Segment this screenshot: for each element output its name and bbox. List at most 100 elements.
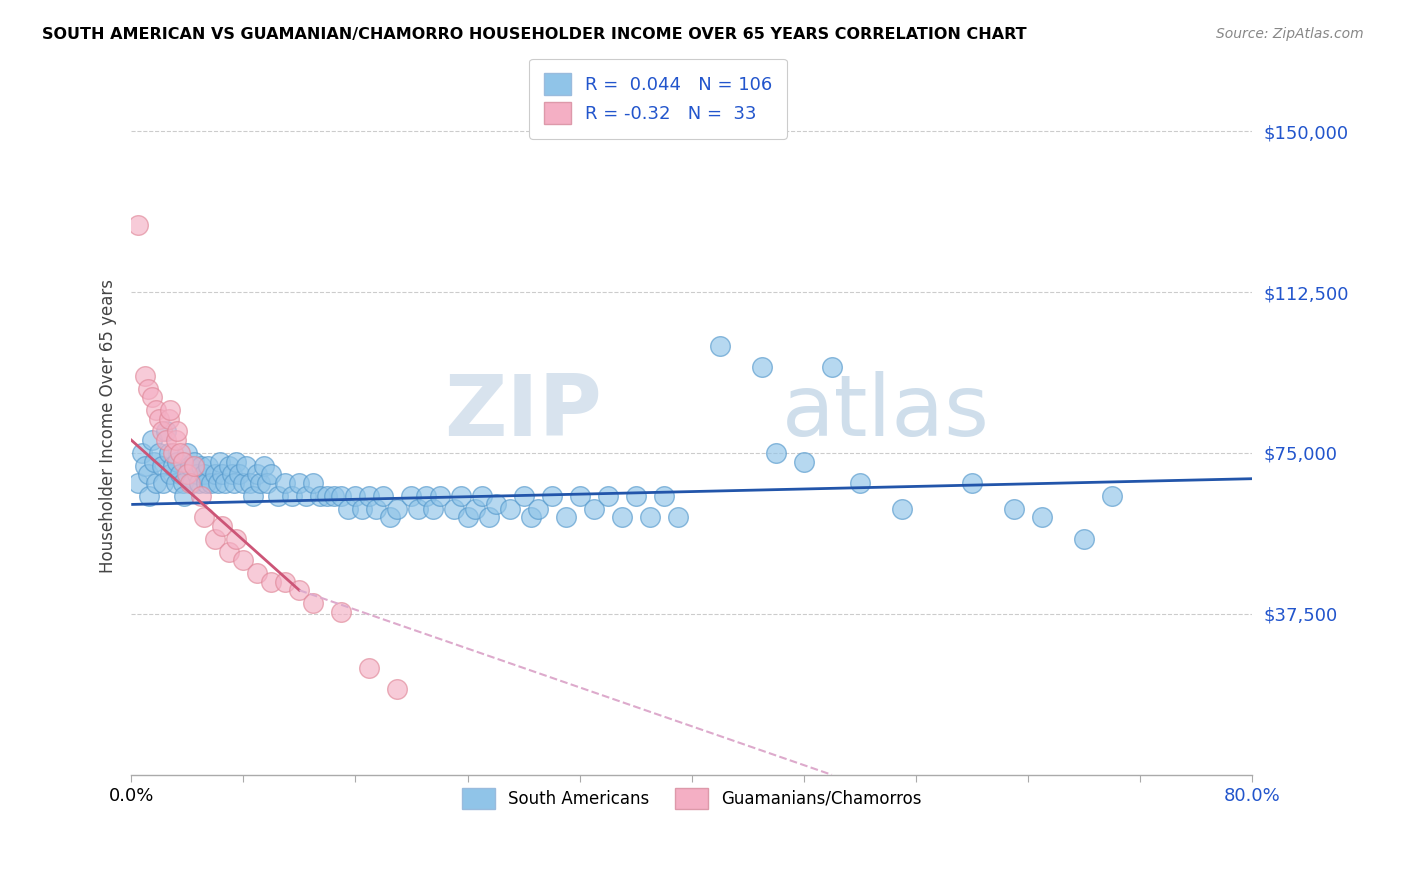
Point bbox=[380, 510, 402, 524]
Point bbox=[302, 475, 325, 490]
Point bbox=[166, 425, 188, 439]
Point bbox=[225, 532, 247, 546]
Point bbox=[232, 475, 254, 490]
Point bbox=[344, 489, 367, 503]
Point bbox=[1073, 532, 1095, 546]
Point bbox=[176, 446, 198, 460]
Text: Source: ZipAtlas.com: Source: ZipAtlas.com bbox=[1216, 27, 1364, 41]
Point bbox=[197, 458, 219, 473]
Point bbox=[582, 501, 605, 516]
Point bbox=[1031, 510, 1053, 524]
Point bbox=[709, 339, 731, 353]
Point bbox=[208, 454, 231, 468]
Point bbox=[256, 475, 278, 490]
Point bbox=[246, 566, 269, 581]
Point bbox=[751, 360, 773, 375]
Point bbox=[330, 489, 353, 503]
Point bbox=[323, 489, 346, 503]
Point bbox=[204, 467, 226, 482]
Point bbox=[498, 501, 520, 516]
Point bbox=[176, 467, 198, 482]
Point bbox=[260, 574, 283, 589]
Point bbox=[765, 446, 787, 460]
Point bbox=[610, 510, 633, 524]
Point bbox=[150, 425, 173, 439]
Point bbox=[281, 489, 304, 503]
Point bbox=[134, 368, 156, 383]
Point bbox=[239, 475, 262, 490]
Point bbox=[222, 475, 245, 490]
Point bbox=[288, 583, 311, 598]
Point bbox=[183, 458, 205, 473]
Point bbox=[193, 467, 215, 482]
Point bbox=[172, 475, 194, 490]
Point bbox=[470, 489, 492, 503]
Point bbox=[415, 489, 437, 503]
Point bbox=[155, 425, 177, 439]
Point bbox=[228, 467, 250, 482]
Point bbox=[166, 454, 188, 468]
Text: ZIP: ZIP bbox=[444, 371, 602, 454]
Point bbox=[302, 596, 325, 610]
Point bbox=[127, 475, 149, 490]
Point bbox=[477, 510, 499, 524]
Point bbox=[142, 454, 165, 468]
Point bbox=[148, 411, 170, 425]
Point bbox=[330, 605, 353, 619]
Point bbox=[218, 458, 240, 473]
Point bbox=[211, 519, 233, 533]
Point bbox=[187, 475, 209, 490]
Point bbox=[387, 681, 409, 696]
Point bbox=[526, 501, 548, 516]
Point bbox=[162, 458, 184, 473]
Point bbox=[1101, 489, 1123, 503]
Point bbox=[194, 475, 217, 490]
Point bbox=[183, 454, 205, 468]
Point bbox=[890, 501, 912, 516]
Legend: South Americans, Guamanians/Chamorros: South Americans, Guamanians/Chamorros bbox=[456, 781, 928, 815]
Point bbox=[295, 489, 318, 503]
Point bbox=[169, 446, 191, 460]
Point bbox=[169, 467, 191, 482]
Point bbox=[190, 458, 212, 473]
Point bbox=[162, 446, 184, 460]
Point bbox=[821, 360, 844, 375]
Point bbox=[159, 467, 181, 482]
Point bbox=[260, 467, 283, 482]
Point bbox=[596, 489, 619, 503]
Point bbox=[200, 475, 222, 490]
Point bbox=[211, 467, 233, 482]
Point bbox=[159, 403, 181, 417]
Point bbox=[484, 498, 506, 512]
Point bbox=[157, 446, 180, 460]
Point bbox=[519, 510, 541, 524]
Point bbox=[960, 475, 983, 490]
Point bbox=[512, 489, 534, 503]
Point bbox=[373, 489, 395, 503]
Point bbox=[152, 475, 174, 490]
Point bbox=[141, 390, 163, 404]
Point bbox=[136, 467, 159, 482]
Text: atlas: atlas bbox=[782, 371, 990, 454]
Point bbox=[218, 544, 240, 558]
Point bbox=[554, 510, 576, 524]
Point bbox=[337, 501, 360, 516]
Point bbox=[316, 489, 339, 503]
Point bbox=[408, 501, 430, 516]
Point bbox=[207, 475, 229, 490]
Point bbox=[288, 475, 311, 490]
Text: SOUTH AMERICAN VS GUAMANIAN/CHAMORRO HOUSEHOLDER INCOME OVER 65 YEARS CORRELATIO: SOUTH AMERICAN VS GUAMANIAN/CHAMORRO HOU… bbox=[42, 27, 1026, 42]
Point bbox=[359, 489, 381, 503]
Point bbox=[150, 458, 173, 473]
Point bbox=[127, 219, 149, 233]
Point bbox=[666, 510, 689, 524]
Point bbox=[145, 403, 167, 417]
Point bbox=[214, 475, 236, 490]
Point bbox=[136, 382, 159, 396]
Point bbox=[638, 510, 661, 524]
Point bbox=[387, 501, 409, 516]
Point bbox=[652, 489, 675, 503]
Point bbox=[179, 458, 201, 473]
Point bbox=[249, 475, 271, 490]
Point bbox=[141, 433, 163, 447]
